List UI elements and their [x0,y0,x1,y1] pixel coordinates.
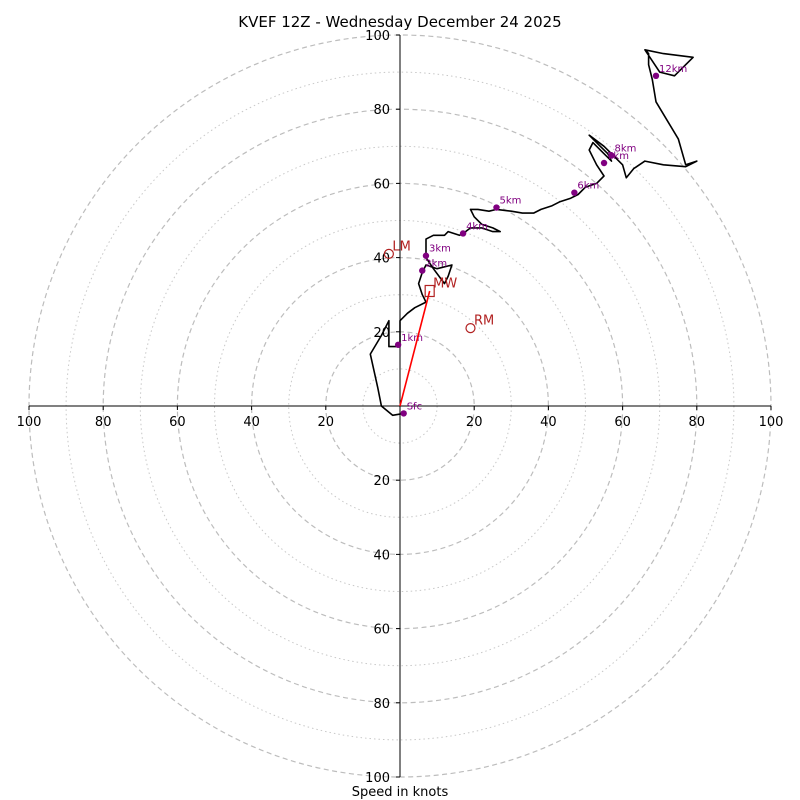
height-point-6km [571,189,578,196]
storm-marker-RM [465,322,476,334]
height-point-8km [608,152,615,159]
height-label-7km: 7km [607,151,629,162]
y-tick-label: 80 [373,697,390,712]
storm-label-LM: LM [392,239,410,254]
wind-profile-line [369,48,698,417]
y-tick-label: 40 [373,548,390,563]
height-label-Sfc: Sfc [407,401,422,412]
chart-title: KVEF 12Z - Wednesday December 24 2025 [238,13,561,31]
height-label-6km: 6km [577,181,599,192]
x-tick-label: 100 [759,415,784,430]
height-label-5km: 5km [499,196,521,207]
height-label-12km: 12km [659,64,687,75]
height-point-5km [493,204,500,211]
y-tick-label: 60 [373,623,390,638]
mean-wind-vector [399,290,431,407]
x-axis-label: Speed in knots [352,785,449,800]
wind-profile-trace [369,48,698,417]
height-point-2km [419,267,426,274]
y-tick-label: 100 [365,771,390,786]
storm-marker-MW [424,284,435,298]
x-tick-label: 40 [540,415,557,430]
height-label-1km: 1km [401,333,423,344]
y-tick-label: 80 [373,103,390,118]
height-point-7km [600,159,608,167]
x-tick-label: 60 [169,415,186,430]
height-point-12km [652,72,660,80]
height-point-3km [422,252,430,259]
storm-label-RM: RM [474,314,494,329]
x-tick-label: 40 [243,415,260,430]
x-tick-label: 60 [614,415,631,430]
x-tick-label: 100 [17,415,42,430]
height-label-4km: 4km [466,221,488,232]
y-tick-label: 60 [373,177,390,192]
x-tick-label: 80 [95,415,112,430]
height-label-2km: 2km [425,259,447,270]
height-point-4km [459,230,467,237]
height-label-3km: 3km [429,244,451,255]
storm-label-MW: MW [433,276,457,291]
tick-labels: 100 80 60 40 20 20 40 60 80 100100806040202040608… [17,29,784,786]
y-tick-label: 20 [373,474,390,489]
storm-marker-LM [383,248,394,259]
height-label-8km: 8km [614,144,636,155]
y-tick-label: 40 [373,252,390,267]
storm-motion: LM MW RM [383,239,494,407]
x-tick-label: 20 [318,415,335,430]
x-tick-label: 80 [689,415,706,430]
height-point-Sfc [400,410,407,417]
y-tick-label: 100 [365,29,390,44]
x-tick-label: 20 [466,415,483,430]
height-point-1km [394,341,402,348]
